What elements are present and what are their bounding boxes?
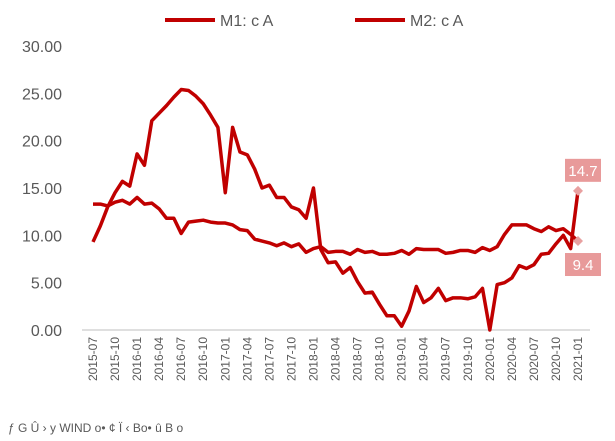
x-tick-label: 2020-10	[549, 337, 563, 381]
value-label: 14.7	[568, 163, 597, 180]
x-tick-label: 2019-04	[417, 337, 431, 381]
x-tick-label: 2020-01	[483, 337, 497, 381]
x-tick-label: 2016-01	[130, 337, 144, 381]
point-marker	[573, 236, 583, 247]
x-tick-label: 2021-01	[571, 337, 585, 381]
y-tick-label: 10.00	[22, 228, 62, 245]
y-tick-label: 20.00	[22, 134, 62, 151]
legend-label: M2: c A	[410, 13, 464, 30]
x-tick-label: 2020-07	[527, 337, 541, 381]
x-tick-label: 2015-10	[108, 337, 122, 381]
y-tick-label: 0.00	[31, 323, 62, 340]
x-tick-label: 2019-10	[461, 337, 475, 381]
x-tick-label: 2017-10	[284, 337, 298, 381]
source-note: ƒ G Û › y WIND o• ¢ Ï ‹ Bo• û B o	[8, 420, 183, 435]
y-tick-label: 5.00	[31, 276, 62, 293]
y-tick-label: 30.00	[22, 39, 62, 56]
x-tick-label: 2019-01	[395, 337, 409, 381]
x-tick-label: 2018-07	[351, 337, 365, 381]
x-tick-label: 2016-04	[152, 337, 166, 381]
x-tick-label: 2017-04	[240, 337, 254, 381]
value-label-box	[565, 158, 601, 182]
x-tick-label: 2016-07	[174, 337, 188, 381]
point-marker	[573, 185, 583, 196]
x-tick-label: 2016-10	[196, 337, 210, 381]
x-tick-label: 2015-07	[86, 337, 100, 381]
y-tick-label: 15.00	[22, 181, 62, 198]
value-label-box	[565, 253, 601, 277]
x-tick-label: 2017-07	[262, 337, 276, 381]
series-line	[91, 87, 580, 332]
x-tick-label: 2018-01	[306, 337, 320, 381]
y-tick-label: 25.00	[22, 86, 62, 103]
x-tick-label: 2019-07	[439, 337, 453, 381]
legend-label: M1: c A	[220, 13, 274, 30]
x-tick-label: 2017-01	[218, 337, 232, 381]
x-tick-label: 2018-04	[329, 337, 343, 381]
series-line	[93, 195, 580, 257]
x-tick-label: 2018-10	[373, 337, 387, 381]
x-tick-label: 2020-04	[505, 337, 519, 381]
value-label: 9.4	[573, 257, 594, 274]
